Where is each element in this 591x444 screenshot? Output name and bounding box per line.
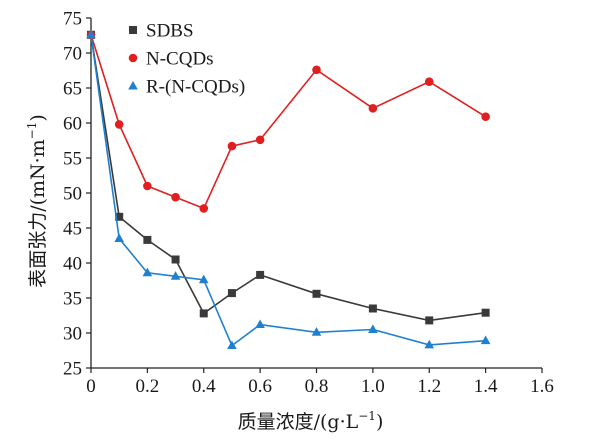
- data-point-n-cqds: [114, 120, 124, 129]
- data-point-sdbs: [143, 235, 152, 244]
- y-tick-label: 45: [63, 219, 82, 240]
- data-point-n-cqds: [424, 77, 434, 86]
- legend-label-sdbs: SDBS: [146, 21, 194, 42]
- data-point-n-cqds: [199, 204, 209, 213]
- x-tick-label: 1.6: [530, 376, 554, 397]
- legend-label-n-cqds: N-CQDs: [146, 49, 214, 70]
- y-tick-label: 50: [63, 184, 82, 205]
- y-tick-label: 55: [63, 149, 82, 170]
- x-tick-label: 0.2: [136, 376, 160, 397]
- data-point-sdbs: [368, 304, 377, 313]
- y-tick-label: 30: [63, 324, 82, 345]
- data-point-n-cqds: [255, 135, 265, 145]
- series-sdbs: [87, 30, 490, 325]
- y-tick-label: 60: [63, 114, 82, 135]
- legend-label-r-n-cqds: R-(N-CQDs): [146, 77, 245, 98]
- y-tick-label: 40: [63, 254, 82, 275]
- y-tick-label: 25: [63, 359, 82, 380]
- x-tick-label: 1.4: [474, 376, 498, 397]
- data-point-sdbs: [312, 289, 321, 298]
- data-point-sdbs: [425, 316, 434, 325]
- data-point-n-cqds: [227, 141, 237, 151]
- y-tick-label: 70: [63, 44, 82, 65]
- data-point-sdbs: [227, 289, 236, 298]
- data-point-n-cqds: [171, 192, 180, 202]
- data-point-r-n-cqds: [86, 29, 96, 39]
- series-r-n-cqds: [86, 29, 491, 350]
- data-point-r-n-cqds: [480, 335, 491, 345]
- y-tick-label: 35: [63, 289, 82, 310]
- legend-marker-r-n-cqds: [128, 80, 138, 90]
- data-point-r-n-cqds: [114, 233, 124, 242]
- y-tick-label: 65: [63, 79, 82, 100]
- data-point-sdbs: [171, 255, 180, 264]
- data-point-n-cqds: [481, 112, 490, 121]
- x-ticks: 0 0.2 0.4 0.6 0.8 1.0 1.2 1.4 1.6: [86, 368, 554, 397]
- data-point-sdbs: [256, 270, 265, 279]
- data-point-sdbs: [199, 309, 208, 318]
- x-tick-label: 0: [86, 376, 96, 397]
- x-tick-label: 0.4: [192, 376, 216, 397]
- data-point-r-n-cqds: [368, 324, 378, 333]
- y-axis-title: 表面张力/(mN·m−1): [25, 114, 49, 288]
- legend-marker-sdbs: [129, 26, 137, 34]
- data-point-r-n-cqds: [255, 319, 265, 329]
- data-point-r-n-cqds: [227, 340, 237, 350]
- data-point-sdbs: [115, 212, 124, 221]
- legend: SDBS N-CQDs R-(N-CQDs): [128, 21, 245, 98]
- legend-marker-n-cqds: [128, 53, 138, 63]
- data-point-n-cqds: [143, 181, 152, 191]
- x-axis-title: 质量浓度/(g·L−1): [238, 409, 384, 433]
- data-point-r-n-cqds: [170, 271, 181, 280]
- data-point-n-cqds: [312, 65, 321, 75]
- axis-titles: 质量浓度/(g·L−1) 表面张力/(mN·m−1): [25, 114, 383, 433]
- x-tick-label: 1.2: [417, 376, 441, 397]
- series-layer: [86, 29, 491, 350]
- data-point-r-n-cqds: [142, 267, 153, 277]
- data-point-r-n-cqds: [311, 327, 322, 336]
- data-point-r-n-cqds: [198, 274, 209, 284]
- x-tick-label: 0.6: [248, 376, 272, 397]
- x-tick-label: 0.8: [305, 376, 329, 397]
- y-tick-label: 75: [63, 9, 82, 30]
- data-point-r-n-cqds: [424, 339, 435, 349]
- data-point-sdbs: [481, 308, 490, 317]
- data-point-n-cqds: [368, 104, 378, 113]
- y-ticks: 25 30 35 40 45 50 55 60 65 70 75: [63, 9, 91, 380]
- x-tick-label: 1.0: [361, 376, 385, 397]
